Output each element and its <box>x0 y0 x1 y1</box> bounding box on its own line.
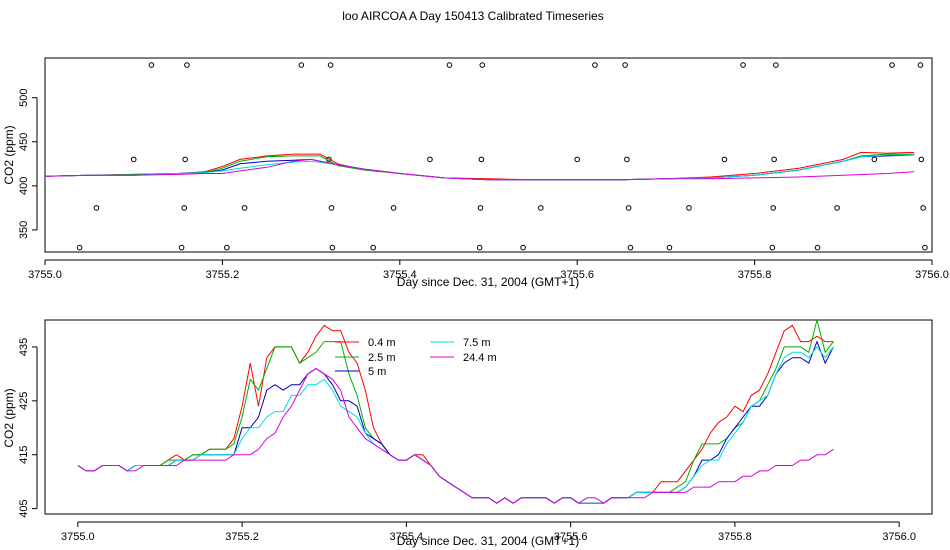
calibration-point <box>625 205 632 211</box>
bottom-y-tick-label: 425 <box>18 392 30 410</box>
calibration-point <box>370 244 376 251</box>
calibration-point <box>476 244 483 251</box>
top-x-tick-label: 3755.0 <box>28 269 62 281</box>
legend-label: 5 m <box>368 366 386 378</box>
calibration-point <box>920 205 926 211</box>
bottom-x-tick-label: 3755.0 <box>61 531 95 543</box>
top-y-axis: 350 400 450 500 <box>18 89 38 239</box>
bottom-series-lines <box>77 319 834 504</box>
calibration-point <box>538 205 544 211</box>
bottom-x-tick-label: 3755.6 <box>554 531 588 543</box>
calibration-point <box>478 156 485 163</box>
top-series-line-4 <box>44 158 915 181</box>
top-x-tick-label: 3756.0 <box>915 269 949 281</box>
bottom-series-line-2 <box>77 340 834 504</box>
top-x-axis: 3755.0 3755.2 3755.4 3755.6 3755.8 3756.0 <box>28 259 949 281</box>
calibration-point <box>770 205 777 211</box>
top-y-tick-label: 500 <box>18 89 30 107</box>
calibration-point <box>834 205 840 211</box>
bottom-y-axis: 405 415 425 435 <box>18 338 38 518</box>
calibration-point <box>592 62 598 68</box>
top-series-lines <box>44 151 915 181</box>
calibration-point <box>814 244 821 251</box>
calibration-point <box>520 244 526 251</box>
top-y-tick-label: 400 <box>18 177 30 195</box>
bottom-y-tick-label: 435 <box>18 338 30 356</box>
top-x-tick-label: 3755.2 <box>206 269 240 281</box>
calibration-point <box>686 205 692 211</box>
bottom-y-axis-label: CO2 (ppm) <box>2 388 16 447</box>
top-x-axis-label: Day since Dec. 31, 2004 (GMT+1) <box>397 275 579 289</box>
calibration-point <box>148 62 155 68</box>
bottom-plot-frame <box>44 319 933 515</box>
calibration-point <box>889 62 895 68</box>
calibration-point <box>574 156 581 163</box>
bottom-series-line-4 <box>77 367 834 504</box>
calibration-point <box>740 62 746 68</box>
top-y-tick-label: 450 <box>18 133 30 151</box>
legend-label: 0.4 m <box>368 337 396 349</box>
bottom-x-axis: 3755.0 3755.2 3755.4 3755.6 3755.8 3756.0 <box>61 521 916 543</box>
top-x-tick-label: 3755.8 <box>738 269 772 281</box>
bottom-panel: 3755.0 3755.2 3755.4 3755.6 3755.8 3756.0 405… <box>2 319 933 548</box>
top-y-axis-label: CO2 (ppm) <box>2 125 16 184</box>
calibration-point <box>922 244 928 251</box>
bottom-series-line-3 <box>77 346 834 504</box>
bottom-x-tick-label: 3755.8 <box>718 531 752 543</box>
calibration-point <box>298 62 305 68</box>
bottom-x-axis-label: Day since Dec. 31, 2004 (GMT+1) <box>397 534 579 548</box>
calibration-point <box>771 156 777 163</box>
calibration-point <box>130 156 137 163</box>
top-calibration-points <box>76 62 928 251</box>
legend-label: 24.4 m <box>463 352 497 364</box>
top-series-line-0 <box>44 151 915 181</box>
top-panel: 3755.0 3755.2 3755.4 3755.6 3755.8 3756.0 350… <box>2 57 949 289</box>
calibration-point <box>182 156 188 163</box>
legend-label: 2.5 m <box>368 352 396 364</box>
calibration-point <box>918 156 925 163</box>
calibration-point <box>666 244 673 251</box>
calibration-point <box>390 205 397 211</box>
calibration-point <box>329 244 336 251</box>
calibration-point <box>477 205 484 211</box>
bottom-x-tick-label: 3756.0 <box>882 531 916 543</box>
bottom-x-tick-label: 3755.4 <box>390 531 424 543</box>
top-y-tick-label: 350 <box>18 221 30 239</box>
calibration-point <box>93 205 100 211</box>
bottom-x-tick-label: 3755.2 <box>225 531 259 543</box>
calibration-point <box>427 156 433 163</box>
bottom-series-line-1 <box>77 319 834 504</box>
legend: 0.4 m 2.5 m 5 m 7.5 m 24.4 m <box>335 337 497 378</box>
calibration-point <box>769 244 776 251</box>
calibration-point <box>721 156 728 163</box>
bottom-y-tick-label: 415 <box>18 446 30 464</box>
top-x-tick-label: 3755.4 <box>383 269 417 281</box>
calibration-point <box>624 156 630 163</box>
figure-title: loo AIRCOA A Day 150413 Calibrated Times… <box>342 9 603 23</box>
calibration-point <box>76 244 83 251</box>
legend-label: 7.5 m <box>463 337 491 349</box>
calibration-point <box>917 62 924 68</box>
calibration-point <box>178 244 185 251</box>
calibration-point <box>622 62 628 68</box>
calibration-point <box>479 62 486 68</box>
bottom-series-line-0 <box>77 324 834 504</box>
calibration-point <box>184 62 190 68</box>
calibration-point <box>241 205 248 211</box>
top-x-tick-label: 3755.6 <box>560 269 594 281</box>
bottom-y-tick-label: 405 <box>18 499 30 517</box>
calibration-point <box>327 62 334 68</box>
calibration-point <box>773 62 779 68</box>
calibration-point <box>871 156 878 163</box>
calibration-point <box>328 205 335 211</box>
top-plot-frame <box>44 57 933 253</box>
calibration-point <box>224 244 230 251</box>
calibration-point <box>181 205 188 211</box>
calibration-point <box>446 62 453 68</box>
calibration-point <box>627 244 634 251</box>
